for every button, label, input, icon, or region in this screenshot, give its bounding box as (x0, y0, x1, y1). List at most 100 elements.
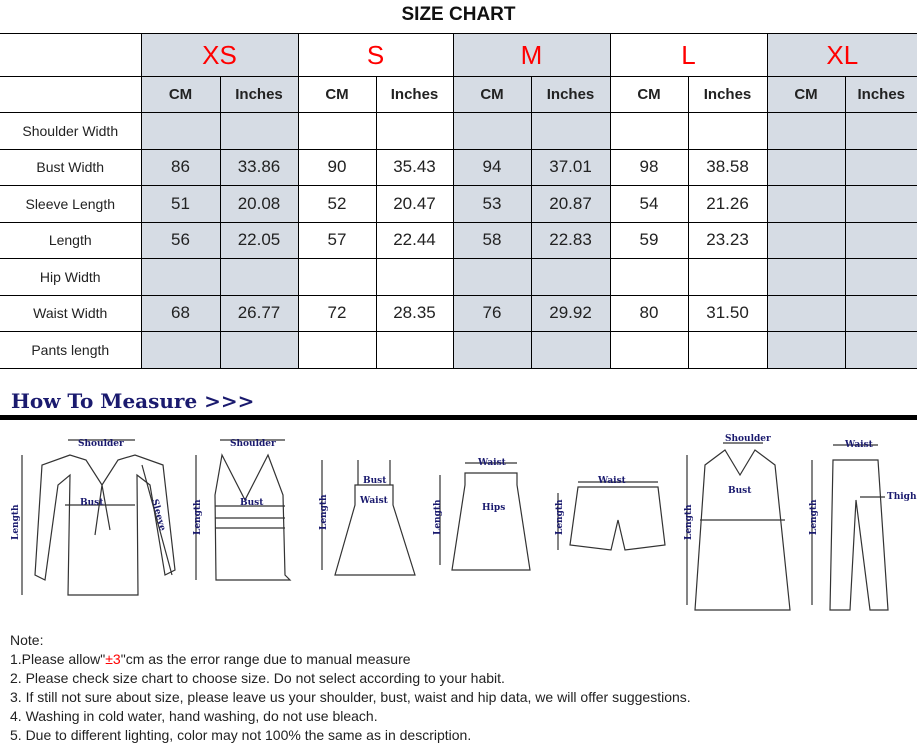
value-cell: 26.77 (219, 294, 299, 332)
value-cell: 28.35 (375, 294, 454, 332)
value-cell (766, 258, 846, 296)
value-cell: 20.47 (375, 185, 454, 223)
value-cell (530, 331, 611, 369)
value-cell (844, 112, 917, 150)
unit-header: Inches (530, 76, 611, 113)
value-cell (140, 112, 221, 150)
value-cell: 54 (609, 185, 689, 223)
value-cell: 53 (452, 185, 532, 223)
value-cell: 80 (609, 294, 689, 332)
note-2: 2. Please check size chart to choose siz… (10, 670, 505, 686)
waist-label: Waist (597, 476, 627, 486)
length-label: Length (809, 499, 819, 535)
value-cell: 52 (297, 185, 377, 223)
value-cell (687, 331, 768, 369)
value-cell (219, 331, 299, 369)
value-cell: 22.44 (375, 221, 454, 259)
thigh-label: Thigh (887, 492, 917, 502)
corner-cell (0, 33, 142, 77)
value-cell (452, 112, 532, 150)
length-label: Length (193, 499, 203, 535)
unit-header-row: CM Inches CM Inches CM Inches CM Inches CM Inches (0, 76, 917, 113)
value-cell (609, 331, 689, 369)
unit-header: Inches (375, 76, 454, 113)
unit-header: Inches (219, 76, 299, 113)
value-cell (844, 221, 917, 259)
value-cell: 22.05 (219, 221, 299, 259)
bust-label: Bust (80, 498, 104, 508)
value-cell: 98 (609, 148, 689, 186)
value-cell: 51 (140, 185, 221, 223)
value-cell: 20.08 (219, 185, 299, 223)
table-row: Shoulder Width (0, 112, 917, 150)
measure-illustrations: Shoulder Bust Length Sleeve Shoulder Bus… (11, 434, 917, 611)
shorts-illustration: Waist Length (555, 476, 666, 551)
value-cell: 21.26 (687, 185, 768, 223)
row-label: Waist Width (0, 294, 142, 332)
value-cell: 86 (140, 148, 221, 186)
table-row: Sleeve Length 51 20.08 52 20.47 53 20.87 54 21.2… (0, 185, 917, 223)
dress-illustration: Bust Waist Length (319, 460, 416, 576)
value-cell (297, 331, 377, 369)
divider (0, 415, 917, 420)
value-cell: 20.87 (530, 185, 611, 223)
value-cell (844, 294, 917, 332)
value-cell: 72 (297, 294, 377, 332)
value-cell (219, 112, 299, 150)
value-cell (844, 185, 917, 223)
value-cell: 22.83 (530, 221, 611, 259)
unit-header: CM (609, 76, 689, 113)
note-1-pre: 1.Please allow" (10, 651, 106, 667)
size-header: S (297, 33, 454, 77)
value-cell (452, 258, 532, 296)
waist-label: Waist (477, 458, 507, 468)
unit-header: CM (297, 76, 377, 113)
note-1: 1.Please allow"±3"cm as the error range … (10, 650, 691, 669)
note-4: 4. Washing in cold water, hand washing, … (10, 708, 378, 724)
value-cell: 59 (609, 221, 689, 259)
value-cell (297, 258, 377, 296)
value-cell (452, 331, 532, 369)
note-1-tolerance: ±3 (105, 651, 121, 667)
size-header: XL (766, 33, 917, 77)
size-table: XS S M L XL CM Inches CM Inches CM Inches CM Inches C… (0, 33, 917, 369)
unit-header: Inches (844, 76, 917, 113)
how-to-measure-heading: How To Measure >>> (11, 389, 255, 413)
notes-heading: Note: (10, 632, 44, 648)
note-3: 3. If still not sure about size, please … (10, 689, 691, 705)
table-row: Pants length (0, 331, 917, 369)
value-cell (844, 148, 917, 186)
row-label: Sleeve Length (0, 185, 142, 223)
value-cell (375, 112, 454, 150)
sleeve-label: Sleeve (149, 498, 167, 532)
table-row: Length 56 22.05 57 22.44 58 22.83 59 23.23 (0, 221, 917, 259)
value-cell: 33.86 (219, 148, 299, 186)
value-cell (297, 112, 377, 150)
table-row: Hip Width (0, 258, 917, 296)
size-header: L (609, 33, 768, 77)
shoulder-label: Shoulder (230, 439, 276, 449)
value-cell: 23.23 (687, 221, 768, 259)
size-header-row: XS S M L XL (0, 33, 917, 77)
corner-cell (0, 76, 142, 113)
value-cell (766, 112, 846, 150)
unit-header: Inches (687, 76, 768, 113)
value-cell: 38.58 (687, 148, 768, 186)
length-label: Length (11, 504, 21, 540)
table-row: Bust Width 86 33.86 90 35.43 94 37.01 98 38.58 (0, 148, 917, 186)
bust-label: Bust (240, 498, 264, 508)
value-cell: 37.01 (530, 148, 611, 186)
value-cell (609, 258, 689, 296)
blouse-illustration: Shoulder Bust Length Sleeve (11, 439, 176, 596)
tank-top-illustration: Shoulder Bust Length (193, 439, 292, 581)
value-cell (375, 258, 454, 296)
value-cell (766, 331, 846, 369)
length-label: Length (684, 504, 694, 540)
waist-label: Waist (359, 496, 389, 506)
value-cell (219, 258, 299, 296)
row-label: Bust Width (0, 148, 142, 186)
value-cell (687, 112, 768, 150)
value-cell: 31.50 (687, 294, 768, 332)
value-cell: 94 (452, 148, 532, 186)
notes: Note: 1.Please allow"±3"cm as the error … (10, 631, 691, 745)
